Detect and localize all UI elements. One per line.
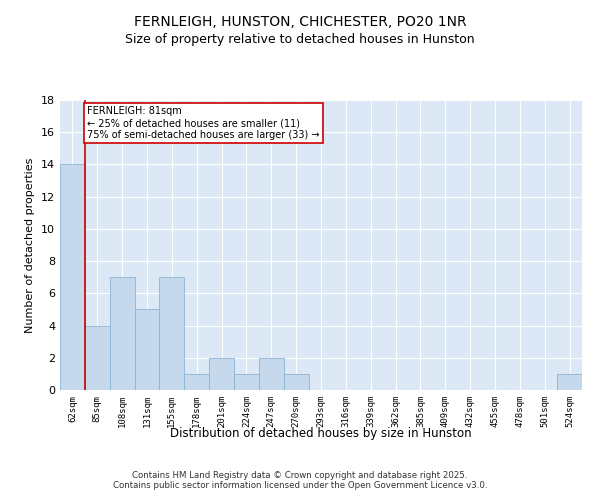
Bar — [557, 374, 582, 390]
Bar — [110, 277, 134, 390]
Text: Size of property relative to detached houses in Hunston: Size of property relative to detached ho… — [125, 32, 475, 46]
Text: Contains HM Land Registry data © Crown copyright and database right 2025.
Contai: Contains HM Land Registry data © Crown c… — [113, 470, 487, 490]
Bar — [134, 310, 160, 390]
Y-axis label: Number of detached properties: Number of detached properties — [25, 158, 35, 332]
Bar — [60, 164, 85, 390]
Bar — [259, 358, 284, 390]
Text: FERNLEIGH, HUNSTON, CHICHESTER, PO20 1NR: FERNLEIGH, HUNSTON, CHICHESTER, PO20 1NR — [134, 15, 466, 29]
Bar — [284, 374, 308, 390]
Text: FERNLEIGH: 81sqm
← 25% of detached houses are smaller (11)
75% of semi-detached : FERNLEIGH: 81sqm ← 25% of detached house… — [88, 106, 320, 140]
Bar — [184, 374, 209, 390]
Bar — [209, 358, 234, 390]
Bar — [234, 374, 259, 390]
Bar — [85, 326, 110, 390]
Bar — [160, 277, 184, 390]
Text: Distribution of detached houses by size in Hunston: Distribution of detached houses by size … — [170, 428, 472, 440]
